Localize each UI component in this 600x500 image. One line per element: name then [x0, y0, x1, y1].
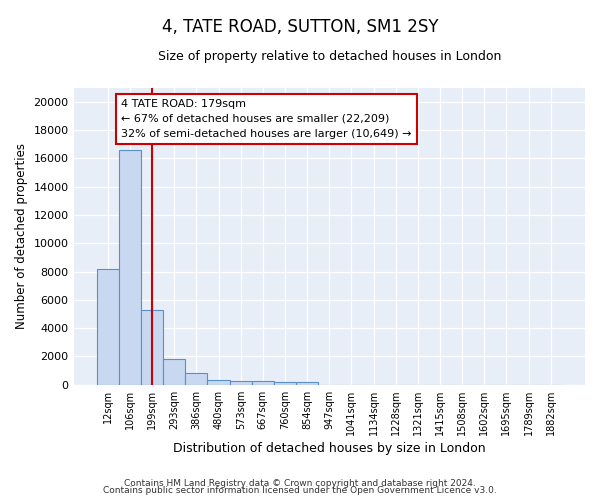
Text: Contains public sector information licensed under the Open Government Licence v3: Contains public sector information licen… — [103, 486, 497, 495]
Title: Size of property relative to detached houses in London: Size of property relative to detached ho… — [158, 50, 501, 63]
Bar — [208, 380, 230, 384]
Text: 4, TATE ROAD, SUTTON, SM1 2SY: 4, TATE ROAD, SUTTON, SM1 2SY — [162, 18, 438, 36]
Y-axis label: Number of detached properties: Number of detached properties — [15, 143, 28, 329]
Text: Contains HM Land Registry data © Crown copyright and database right 2024.: Contains HM Land Registry data © Crown c… — [124, 478, 476, 488]
Bar — [119, 150, 141, 384]
Bar — [274, 382, 296, 384]
Text: 4 TATE ROAD: 179sqm
← 67% of detached houses are smaller (22,209)
32% of semi-de: 4 TATE ROAD: 179sqm ← 67% of detached ho… — [121, 99, 412, 138]
Bar — [163, 358, 185, 384]
Bar — [141, 310, 163, 384]
Bar — [97, 269, 119, 384]
Bar — [252, 382, 274, 384]
Bar — [230, 380, 252, 384]
Bar — [185, 374, 208, 384]
Bar — [296, 382, 318, 384]
X-axis label: Distribution of detached houses by size in London: Distribution of detached houses by size … — [173, 442, 485, 455]
